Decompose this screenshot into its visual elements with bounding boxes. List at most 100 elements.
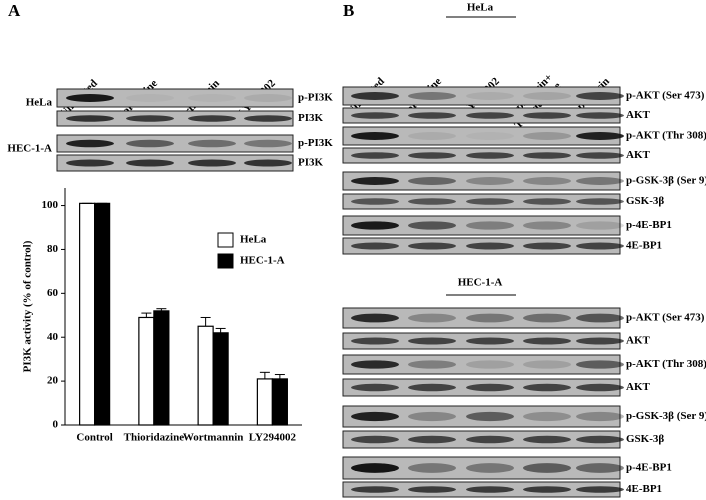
band: [66, 94, 114, 102]
blot: [56, 134, 294, 153]
band: [576, 152, 624, 159]
group-title: HEC-1-A: [458, 277, 503, 289]
x-tick-label: Thioridazine: [124, 432, 185, 444]
y-tick-label: 20: [47, 375, 59, 387]
band: [523, 360, 571, 369]
band: [351, 92, 399, 100]
y-tick-label: 0: [53, 419, 59, 431]
band: [408, 411, 456, 422]
band: [351, 383, 399, 392]
band-label: AKT: [626, 335, 651, 347]
blot: [342, 171, 621, 191]
band: [408, 435, 456, 444]
band: [126, 159, 174, 167]
band: [576, 360, 624, 369]
band: [351, 435, 399, 444]
band: [466, 337, 514, 345]
legend-swatch: [217, 232, 234, 248]
band: [351, 411, 399, 422]
blot: [56, 110, 294, 127]
band: [408, 221, 456, 230]
legend-label: HeLa: [240, 234, 267, 246]
band: [466, 435, 514, 444]
blot: [56, 88, 294, 108]
band: [466, 313, 514, 323]
band: [466, 177, 514, 185]
band: [576, 313, 624, 323]
band: [523, 132, 571, 140]
band: [523, 152, 571, 159]
band: [523, 112, 571, 119]
band: [523, 221, 571, 230]
band: [408, 177, 456, 185]
band-label: p-PI3K: [298, 92, 333, 104]
band: [188, 139, 236, 148]
band: [523, 435, 571, 444]
band: [351, 221, 399, 230]
band: [576, 198, 624, 205]
y-tick-label: 100: [42, 199, 59, 211]
band: [351, 360, 399, 369]
band-label: GSK-3β: [626, 433, 664, 445]
band-label: p-AKT (Ser 473): [626, 90, 705, 102]
band-label: p-AKT (Thr 308): [626, 358, 706, 370]
bar: [256, 378, 273, 426]
band-label: p-AKT (Ser 473): [626, 312, 705, 324]
band: [351, 112, 399, 119]
band-label: AKT: [626, 109, 651, 121]
band: [408, 313, 456, 323]
band: [523, 411, 571, 422]
band-label: 4E-BP1: [626, 483, 662, 495]
band-label: PI3K: [298, 157, 324, 169]
band: [466, 92, 514, 100]
y-axis-label: PI3K activity (% of control): [22, 240, 34, 372]
band-label: AKT: [626, 381, 651, 393]
band: [576, 132, 624, 140]
band: [126, 115, 174, 122]
x-tick-label: Wortmannin: [183, 432, 244, 444]
x-tick-label: Control: [76, 432, 112, 444]
band: [408, 383, 456, 392]
band: [466, 112, 514, 119]
band: [351, 177, 399, 185]
band-label: PI3K: [298, 112, 324, 124]
band: [66, 159, 114, 167]
band: [576, 242, 624, 250]
x-tick-label: LY294002: [249, 432, 297, 444]
band-label: p-4E-BP1: [626, 219, 672, 231]
band: [466, 360, 514, 369]
band: [466, 198, 514, 205]
band: [188, 159, 236, 167]
band: [466, 132, 514, 140]
band-label: AKT: [626, 149, 651, 161]
band: [466, 486, 514, 493]
band: [523, 92, 571, 100]
band: [576, 177, 624, 185]
panel-label: A: [8, 1, 21, 20]
band: [66, 139, 114, 148]
band: [351, 486, 399, 493]
band: [408, 152, 456, 159]
band: [576, 435, 624, 444]
band-label: p-PI3K: [298, 137, 333, 149]
band: [408, 198, 456, 205]
panel-label: B: [343, 1, 354, 20]
band: [523, 383, 571, 392]
band: [576, 411, 624, 422]
band: [408, 337, 456, 345]
band: [351, 463, 399, 473]
band-label: p-GSK-3β (Ser 9): [626, 410, 706, 422]
band: [66, 115, 114, 122]
band: [408, 92, 456, 100]
band: [466, 242, 514, 250]
band: [576, 221, 624, 230]
band-label: 4E-BP1: [626, 240, 662, 252]
band-label: p-4E-BP1: [626, 462, 672, 474]
band-label: p-AKT (Thr 308): [626, 130, 706, 142]
y-tick-label: 40: [47, 331, 59, 343]
band: [576, 383, 624, 392]
band: [126, 94, 174, 102]
band: [408, 242, 456, 250]
band: [523, 337, 571, 345]
